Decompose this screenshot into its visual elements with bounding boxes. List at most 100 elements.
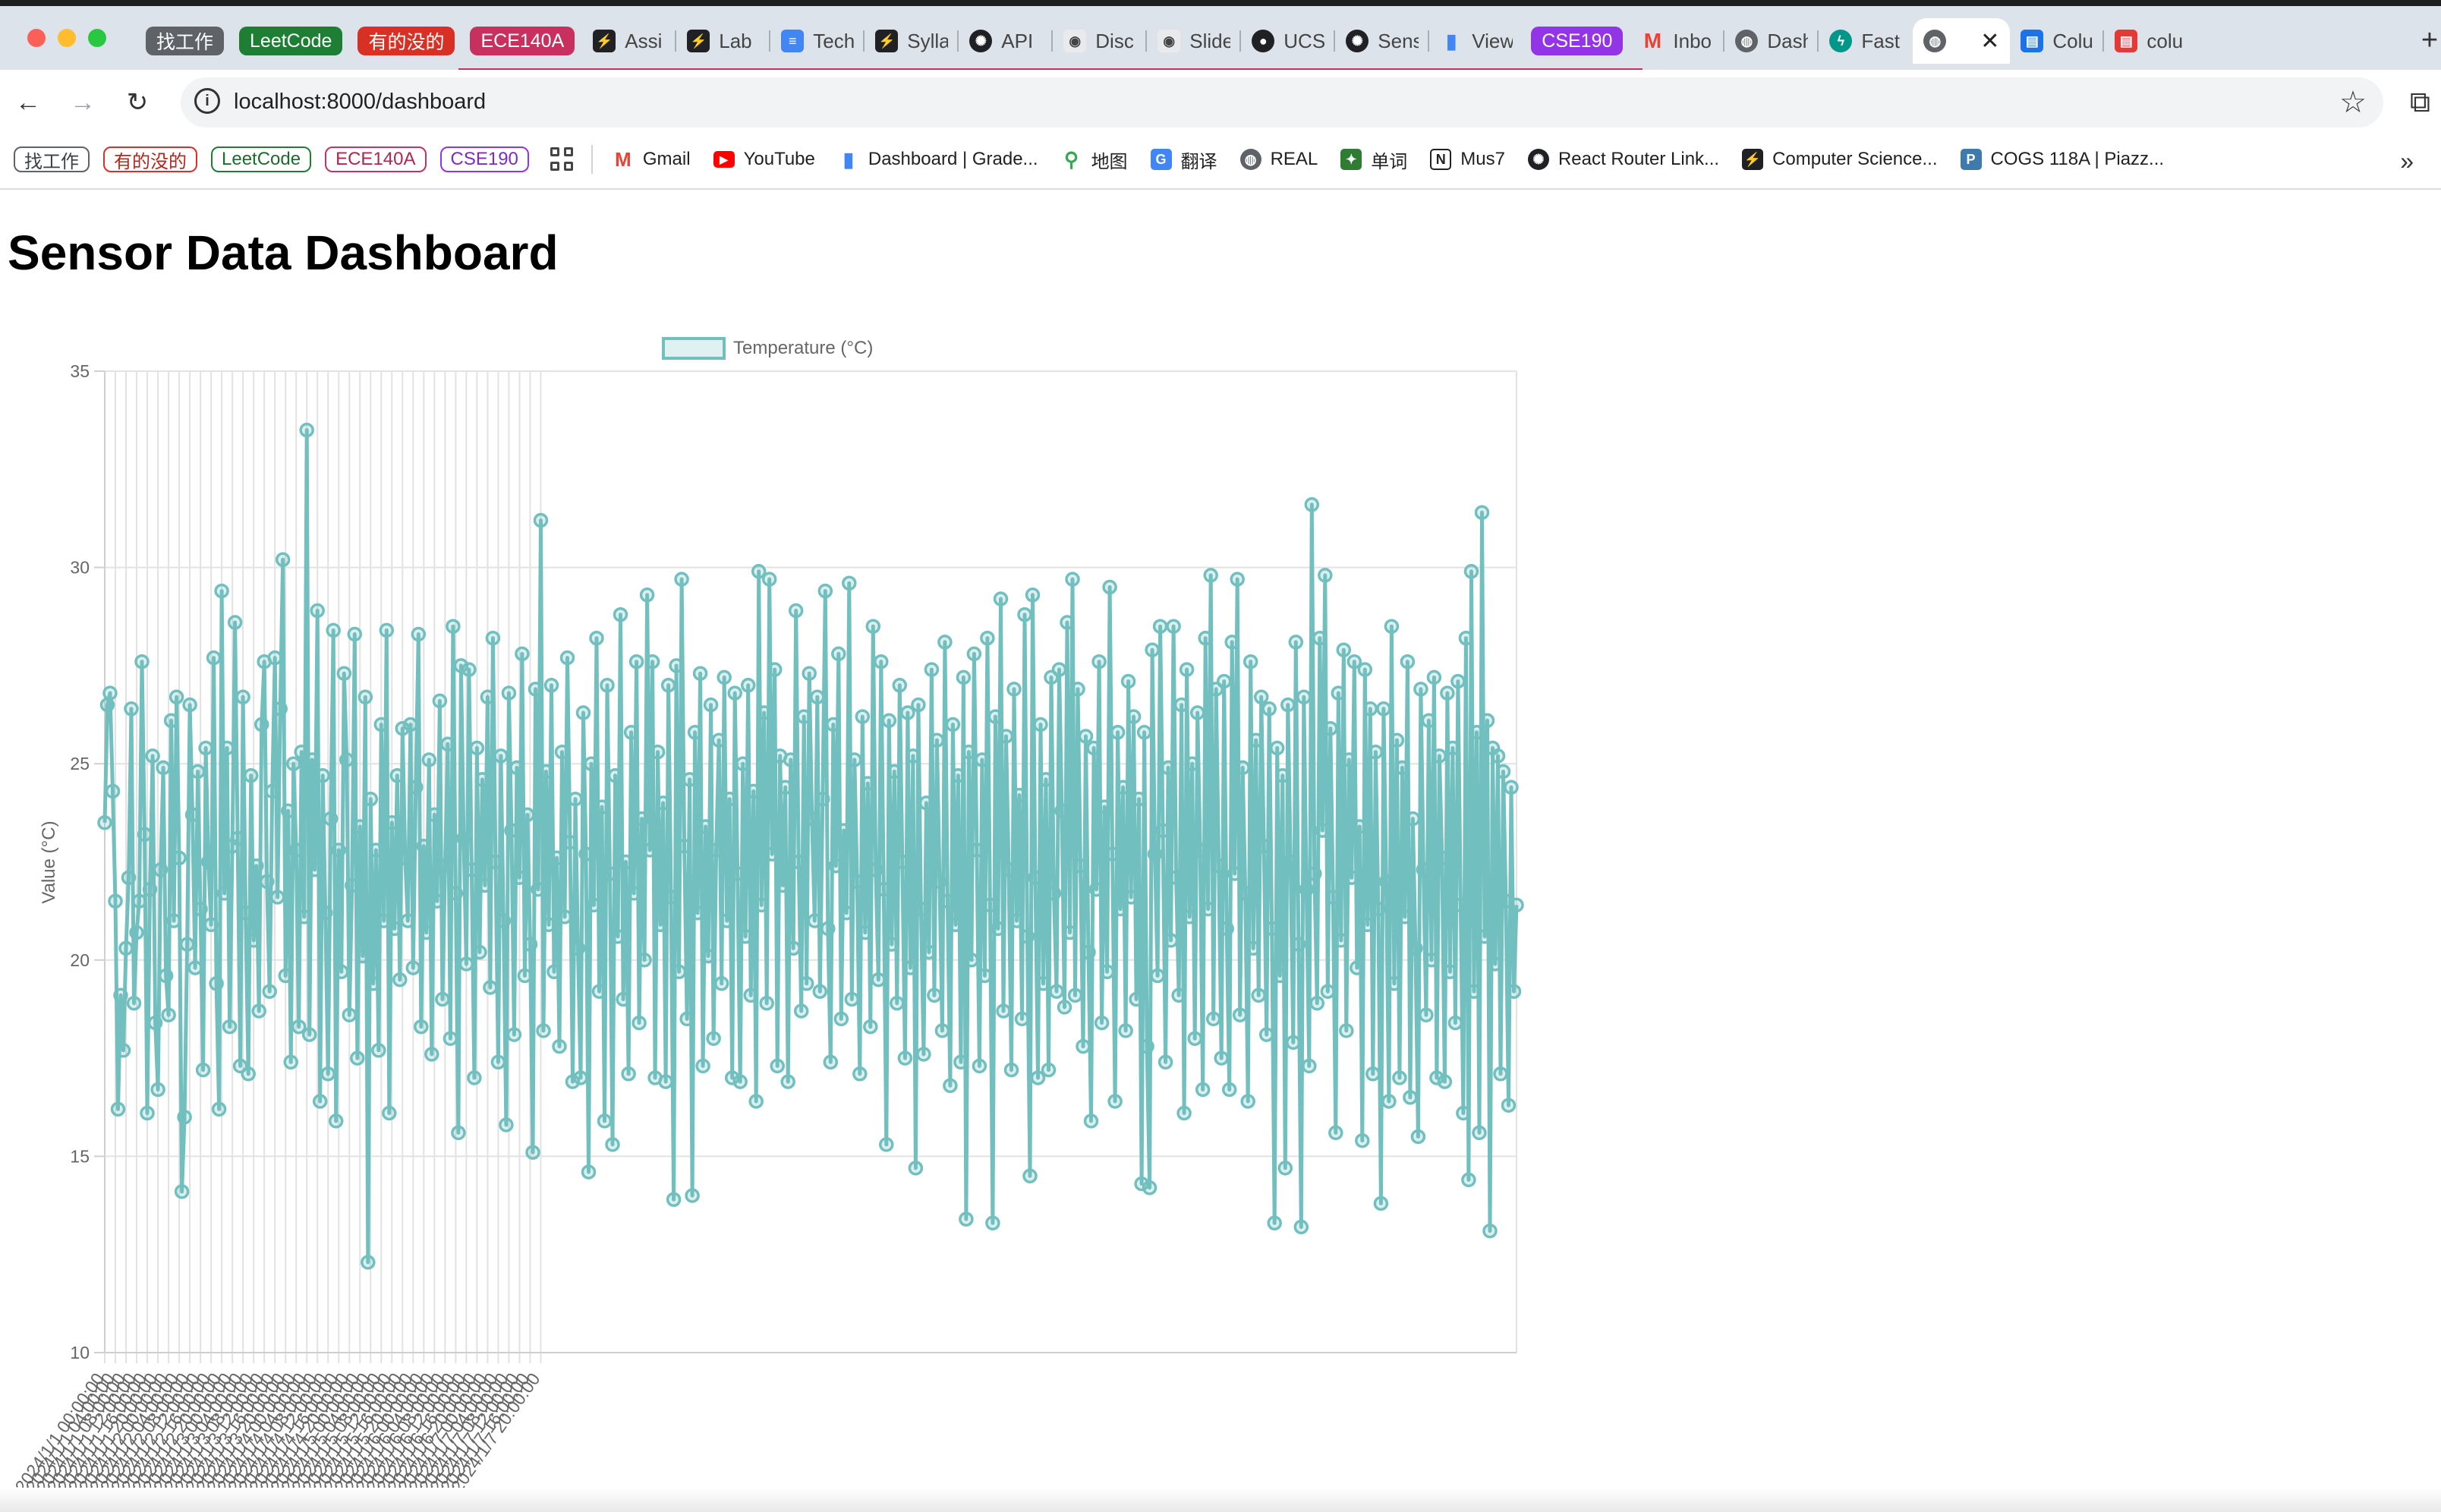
bookmark-label: REAL <box>1270 149 1318 169</box>
data-point <box>384 815 400 830</box>
data-point <box>666 1192 682 1208</box>
tab-assi[interactable]: ⚡ Assi <box>582 18 677 64</box>
bookmark-computer-science[interactable]: ⚡ Computer Science... <box>1742 149 1938 170</box>
bookmark-group-leetcode[interactable]: LeetCode <box>211 146 312 172</box>
data-point <box>1104 846 1120 862</box>
tab-tech[interactable]: ≡ Tech <box>770 18 865 64</box>
tab-dashboard-active[interactable]: ◍ ✕ <box>1913 18 2011 64</box>
fullscreen-window-button[interactable] <box>88 29 106 47</box>
url-text[interactable]: localhost:8000/dashboard <box>234 90 487 114</box>
legend-label: Temperature (°C) <box>733 338 873 358</box>
back-button[interactable]: ← <box>11 85 46 120</box>
bookmark-real[interactable]: ◍ REAL <box>1239 149 1318 170</box>
data-point <box>1003 1062 1019 1078</box>
tab-group-ece140a[interactable]: ECE140A <box>470 27 575 55</box>
tab-slide[interactable]: ◉ Slide <box>1147 18 1242 64</box>
tab-api[interactable]: ✺ API <box>959 18 1054 64</box>
reload-button[interactable]: ↻ <box>120 85 155 120</box>
close-window-button[interactable] <box>27 29 46 47</box>
forward-button[interactable]: → <box>65 85 100 120</box>
tab-fast[interactable]: ϟ Fast <box>1819 18 1913 64</box>
zap-icon: ⚡ <box>593 30 616 52</box>
data-point <box>312 1094 328 1109</box>
data-point <box>1341 752 1357 767</box>
data-point <box>1001 862 1016 877</box>
tab-sens[interactable]: ✺ Sens <box>1335 18 1430 64</box>
data-point <box>280 803 296 819</box>
bookmark-translate[interactable]: G 翻译 <box>1150 146 1217 173</box>
data-point <box>906 748 921 764</box>
data-point <box>669 658 684 673</box>
bookmark-group-ece140a[interactable]: ECE140A <box>325 146 427 172</box>
data-point <box>918 795 934 811</box>
bookmark-mus7[interactable]: N Mus7 <box>1430 149 1505 170</box>
address-bar[interactable]: i localhost:8000/dashboard ☆ <box>181 77 2383 128</box>
bookmark-group-misc[interactable]: 有的没的 <box>103 146 197 172</box>
data-point <box>945 717 961 732</box>
tab-view[interactable]: ▮ View <box>1429 18 1523 64</box>
data-point <box>805 811 820 827</box>
data-point <box>842 575 857 591</box>
data-point <box>956 669 972 685</box>
tab-title: Assi <box>625 29 663 52</box>
data-point <box>959 1211 974 1227</box>
data-point <box>775 877 790 893</box>
tab-group-cse190[interactable]: CSE190 <box>1531 27 1624 55</box>
data-point <box>855 709 871 724</box>
tab-ucs[interactable]: ● UCS <box>1241 18 1336 64</box>
minimize-window-button[interactable] <box>58 29 76 47</box>
tab-strip: 找工作 LeetCode 有的没的 ECE140A ⚡ Assi ⚡ Lab ≡ Te… <box>0 0 2441 72</box>
close-tab-icon[interactable]: ✕ <box>1980 28 2000 54</box>
data-point <box>1334 933 1349 948</box>
bookmark-star-icon[interactable]: ☆ <box>2339 86 2367 119</box>
bookmark-cogs118a[interactable]: P COGS 118A | Piazz... <box>1960 149 2164 170</box>
youtube-icon: ▶ <box>713 151 735 168</box>
data-point <box>1046 886 1062 901</box>
bookmark-react-router[interactable]: ✺ React Router Link... <box>1527 149 1719 170</box>
tab-inbox[interactable]: M Inbo <box>1630 18 1725 64</box>
site-info-icon[interactable]: i <box>194 88 220 114</box>
data-point <box>118 940 134 956</box>
data-point <box>802 666 817 681</box>
data-point <box>1192 843 1208 858</box>
data-point <box>1450 673 1466 689</box>
new-tab-button[interactable]: + <box>2421 24 2439 56</box>
data-point <box>1493 1066 1508 1082</box>
data-point <box>865 619 881 634</box>
extensions-icon[interactable]: ⧉ <box>2409 87 2430 118</box>
data-point <box>695 1058 710 1074</box>
y-tick-label: 25 <box>70 754 90 773</box>
data-point <box>1458 630 1474 646</box>
series-line-temperature <box>102 428 1519 1265</box>
tab-colu-2[interactable]: ▤ colu <box>2104 18 2198 64</box>
tab-colu-1[interactable]: ▤ Colu <box>2010 18 2105 64</box>
bookmark-dashboard[interactable]: ▮ Dashboard | Grade... <box>838 148 1038 171</box>
data-point <box>796 709 811 724</box>
data-point <box>1145 642 1160 657</box>
bookmark-gmail[interactable]: M Gmail <box>613 148 691 171</box>
data-point <box>1120 673 1136 689</box>
bookmark-maps[interactable]: ⚲ 地图 <box>1061 146 1128 173</box>
apps-grid-icon[interactable] <box>550 147 575 172</box>
tab-group-misc[interactable]: 有的没的 <box>357 27 455 55</box>
data-point <box>934 1023 950 1038</box>
tab-sylla[interactable]: ⚡ Sylla <box>865 18 959 64</box>
tab-dash[interactable]: ◍ Dash <box>1724 18 1819 64</box>
tab-group-job[interactable]: 找工作 <box>146 27 225 55</box>
tab-disc[interactable]: ◉ Disc <box>1053 18 1148 64</box>
data-point <box>1445 740 1460 756</box>
data-point <box>1243 654 1258 669</box>
chart-legend[interactable]: Temperature (°C) <box>662 337 873 360</box>
bookmark-group-job[interactable]: 找工作 <box>14 146 90 172</box>
bookmark-group-cse190[interactable]: CSE190 <box>439 146 529 172</box>
tab-group-leetcode[interactable]: LeetCode <box>239 27 343 55</box>
tab-lab[interactable]: ⚡ Lab <box>676 18 771 64</box>
more-bookmarks-icon[interactable]: » <box>2400 147 2414 175</box>
bookmark-words[interactable]: ✦ 单词 <box>1340 146 1407 173</box>
data-point <box>1038 772 1054 787</box>
data-point <box>1432 748 1447 764</box>
data-point <box>1275 767 1290 783</box>
data-point <box>1203 568 1218 583</box>
data-point <box>1392 1070 1407 1085</box>
bookmark-youtube[interactable]: ▶ YouTube <box>713 149 815 170</box>
